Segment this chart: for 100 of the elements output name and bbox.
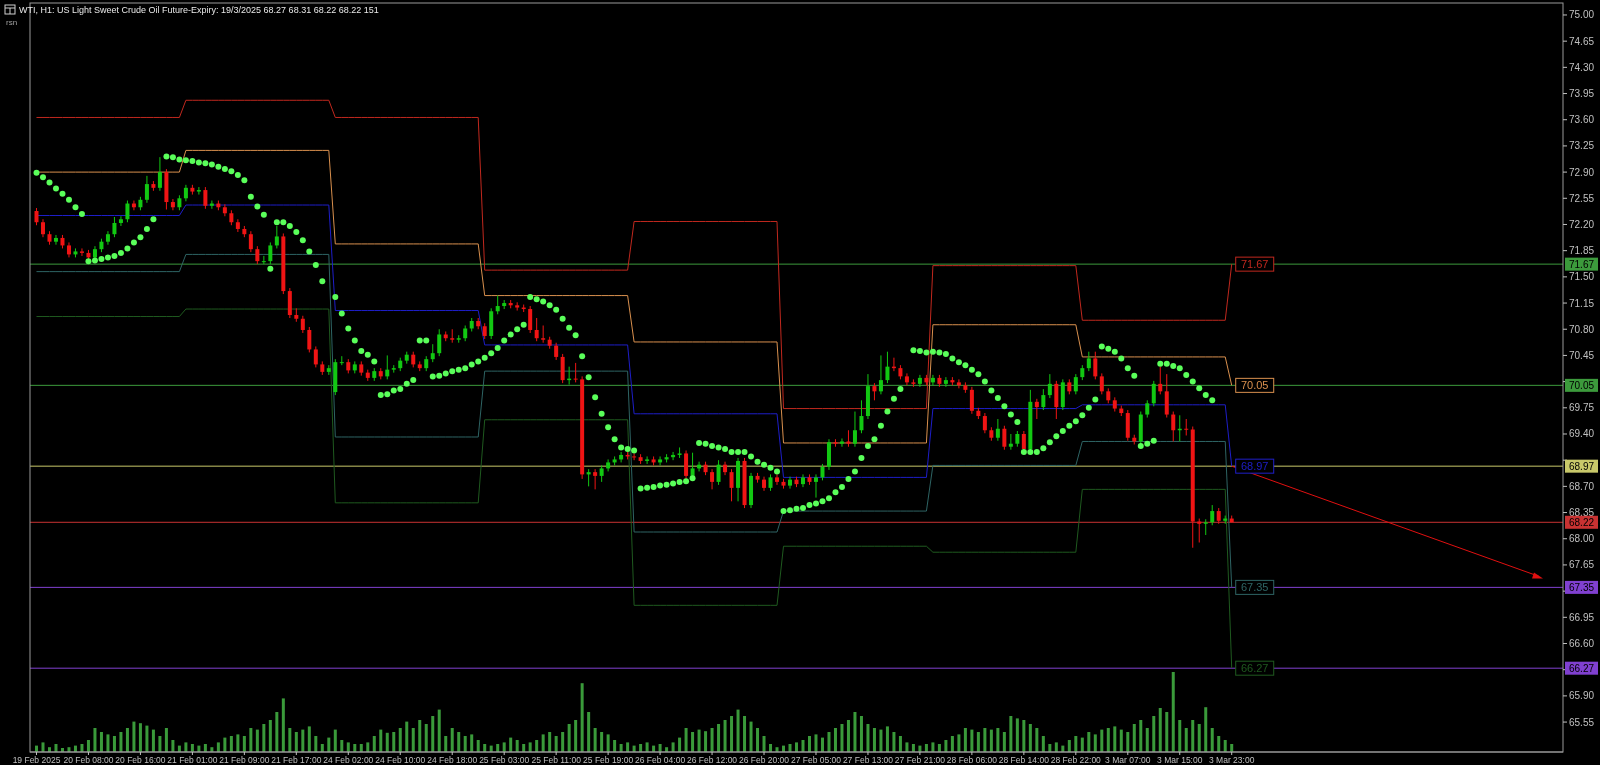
bar (840, 724, 844, 752)
x-tick-label: 26 Feb 04:00 (635, 755, 686, 765)
candlestick (274, 225, 279, 249)
bar (1145, 728, 1149, 752)
bar (262, 724, 266, 752)
bar (1106, 728, 1110, 752)
y-tick-label: 71.15 (1569, 297, 1595, 309)
bar (470, 734, 474, 752)
y-tick-label: 72.55 (1569, 192, 1595, 204)
bar (1009, 716, 1013, 752)
candlestick (287, 287, 292, 319)
bar (119, 732, 123, 752)
bar (437, 709, 441, 752)
bar (678, 737, 682, 752)
x-tick-label: 21 Feb 09:00 (219, 755, 270, 765)
bar (1126, 732, 1130, 752)
bar (184, 742, 188, 752)
bar (405, 721, 409, 752)
bar (976, 732, 980, 752)
bar (366, 742, 370, 752)
bar (814, 734, 818, 752)
bar (106, 734, 110, 752)
bar (476, 740, 480, 752)
bar (1191, 720, 1195, 752)
bar (314, 736, 318, 752)
bar (944, 740, 948, 752)
y-tick-label: 71.50 (1569, 271, 1595, 283)
bar (820, 737, 824, 752)
candlestick (716, 459, 721, 486)
bar (411, 728, 415, 752)
candlestick (144, 175, 149, 204)
bar (606, 734, 610, 752)
candlestick (437, 328, 442, 357)
candlestick (105, 230, 110, 246)
x-tick-label: 25 Feb 03:00 (479, 755, 530, 765)
bar (1132, 724, 1136, 752)
candlestick (606, 458, 611, 472)
bar (457, 732, 461, 752)
bar (892, 732, 896, 752)
bar (86, 740, 90, 752)
bar (1080, 737, 1084, 752)
bar (600, 732, 604, 752)
bar (885, 726, 889, 752)
ref-line-label: 70.05 (1568, 380, 1595, 392)
bar (333, 729, 337, 752)
bar (1165, 712, 1169, 752)
bar (346, 742, 350, 752)
candlestick (1041, 388, 1046, 411)
bar (158, 736, 162, 752)
bar (931, 742, 935, 752)
bar (379, 729, 383, 752)
bar (613, 740, 617, 752)
bar (444, 736, 448, 752)
x-tick-label: 24 Feb 02:00 (323, 755, 374, 765)
bar (541, 734, 545, 752)
candlestick (801, 473, 805, 488)
bar (717, 724, 721, 752)
x-tick-label: 3 Mar 07:00 (1105, 755, 1151, 765)
x-tick-label: 25 Feb 11:00 (531, 755, 582, 765)
bar (418, 720, 422, 752)
x-tick-label: 28 Feb 14:00 (998, 755, 1050, 765)
bar (574, 720, 578, 752)
candlestick (943, 376, 948, 388)
bar (424, 724, 428, 752)
candlestick (723, 461, 728, 476)
candlestick (307, 326, 312, 353)
bar (957, 734, 961, 752)
candlestick (904, 372, 909, 386)
candlestick (1171, 411, 1176, 442)
candlestick (170, 198, 175, 211)
candlestick (982, 412, 987, 434)
bar (528, 742, 532, 752)
y-tick-label: 66.95 (1569, 611, 1595, 623)
bar (950, 736, 954, 752)
bar (1093, 734, 1097, 752)
bar (145, 725, 149, 752)
candlestick (528, 305, 533, 334)
bar (859, 716, 863, 752)
bar (1204, 707, 1208, 752)
bar (710, 728, 714, 752)
bar (1074, 736, 1078, 752)
bar (1197, 724, 1201, 752)
bar (743, 716, 747, 752)
candlestick (541, 325, 546, 344)
y-tick-label: 66.60 (1569, 638, 1595, 649)
candlestick (1093, 351, 1098, 380)
bar (996, 728, 1000, 752)
bar (268, 720, 272, 752)
bar (801, 740, 805, 752)
ref-line-label: 71.67 (1568, 259, 1595, 271)
bar (866, 724, 870, 752)
y-tick-label: 67.65 (1569, 559, 1595, 571)
bar (898, 736, 902, 752)
bar (93, 728, 97, 752)
x-tick-label: 27 Feb 05:00 (790, 755, 842, 765)
y-tick-label: 72.20 (1569, 218, 1595, 230)
x-tick-label: 27 Feb 13:00 (842, 755, 894, 765)
y-tick-label: 70.80 (1569, 323, 1595, 335)
candlestick (125, 200, 130, 223)
bar (807, 736, 811, 752)
